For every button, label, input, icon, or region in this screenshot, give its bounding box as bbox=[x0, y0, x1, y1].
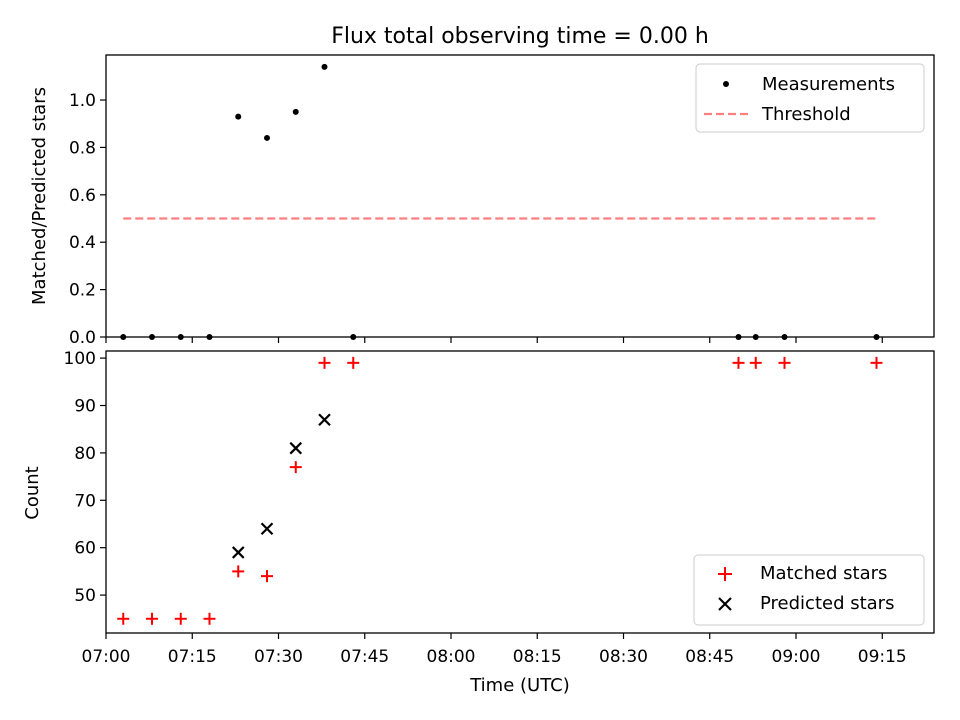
matched-star-point bbox=[347, 356, 360, 369]
measurement-point bbox=[292, 108, 299, 115]
x-tick-label: 08:15 bbox=[513, 647, 562, 667]
matched-star-point bbox=[778, 356, 791, 369]
x-tick-label: 09:15 bbox=[858, 647, 907, 667]
predicted-stars-legend-marker bbox=[718, 597, 732, 611]
predicted-stars-legend-label: Predicted stars bbox=[760, 593, 894, 614]
measurement-point bbox=[235, 113, 242, 120]
matched-star-point bbox=[203, 612, 216, 625]
top-y-tick-label: 0.0 bbox=[69, 328, 96, 348]
measurements-legend-marker bbox=[723, 81, 729, 87]
matched-star-point bbox=[318, 356, 331, 369]
x-tick-label: 08:30 bbox=[599, 647, 648, 667]
bottom-legend: Matched stars Predicted stars bbox=[693, 554, 925, 626]
x-tick-label: 08:45 bbox=[685, 647, 734, 667]
x-tick-label: 07:45 bbox=[340, 647, 389, 667]
predicted-star-point bbox=[260, 522, 274, 536]
matched-star-point bbox=[870, 356, 883, 369]
top-x-ticks bbox=[105, 337, 883, 343]
x-tick-label: 07:00 bbox=[82, 647, 131, 667]
x-tick-label: 07:30 bbox=[254, 647, 303, 667]
x-tick-label: 07:15 bbox=[168, 647, 217, 667]
top-panel: 0.0 0.2 0.4 0.6 0.8 1.0 Matched/Predicted sta… bbox=[29, 54, 935, 348]
bottom-y-tick-label: 50 bbox=[74, 586, 96, 606]
matched-star-point bbox=[289, 461, 302, 474]
matched-stars-legend-marker bbox=[718, 567, 732, 581]
measurement-point bbox=[264, 134, 270, 141]
x-axis-label: Time (UTC) bbox=[469, 675, 570, 696]
matched-star-point bbox=[174, 612, 187, 625]
bottom-points-layer bbox=[117, 356, 883, 625]
threshold-legend-label: Threshold bbox=[761, 104, 851, 125]
matched-stars-legend-label: Matched stars bbox=[760, 563, 887, 584]
bottom-y-tick-label: 100 bbox=[64, 349, 96, 369]
bottom-x-ticks: 07:00 07:15 07:30 07:45 08:00 08:15 08:30 08:45… bbox=[82, 633, 907, 667]
matched-star-point bbox=[146, 612, 158, 625]
top-y-tick-label: 0.4 bbox=[69, 233, 96, 253]
predicted-star-point bbox=[289, 441, 303, 455]
top-axes-frame bbox=[105, 54, 935, 338]
bottom-y-tick-label: 70 bbox=[74, 491, 96, 511]
matched-star-point bbox=[261, 570, 273, 583]
matched-star-point bbox=[232, 565, 245, 578]
x-tick-label: 09:00 bbox=[772, 647, 821, 667]
top-legend-box bbox=[695, 63, 925, 133]
matched-star-point bbox=[749, 356, 762, 369]
top-y-tick-label: 0.6 bbox=[69, 186, 96, 206]
bottom-y-tick-label: 90 bbox=[74, 397, 96, 417]
chart-title: Flux total observing time = 0.00 h bbox=[331, 24, 709, 49]
bottom-legend-box bbox=[693, 554, 925, 626]
top-y-tick-label: 1.0 bbox=[69, 91, 96, 111]
predicted-star-point bbox=[231, 546, 245, 559]
x-tick-label: 08:00 bbox=[427, 647, 476, 667]
bottom-axes-frame bbox=[105, 350, 935, 634]
top-y-axis-label: Matched/Predicted stars bbox=[29, 87, 50, 305]
top-legend: Measurements Threshold bbox=[695, 63, 925, 133]
measurements-legend-label: Measurements bbox=[762, 74, 895, 95]
bottom-y-tick-label: 60 bbox=[74, 539, 96, 559]
matched-star-point bbox=[732, 356, 745, 369]
top-y-ticks: 0.0 0.2 0.4 0.6 0.8 1.0 bbox=[69, 91, 106, 348]
top-y-tick-label: 0.2 bbox=[69, 281, 96, 301]
top-y-tick-label: 0.8 bbox=[69, 138, 96, 158]
bottom-y-ticks: 50 60 70 80 90 100 bbox=[64, 349, 106, 606]
matched-star-point bbox=[117, 612, 130, 625]
bottom-y-tick-label: 80 bbox=[74, 444, 96, 464]
bottom-y-axis-label: Count bbox=[22, 466, 43, 519]
predicted-star-point bbox=[318, 413, 331, 427]
measurement-point bbox=[321, 63, 328, 70]
